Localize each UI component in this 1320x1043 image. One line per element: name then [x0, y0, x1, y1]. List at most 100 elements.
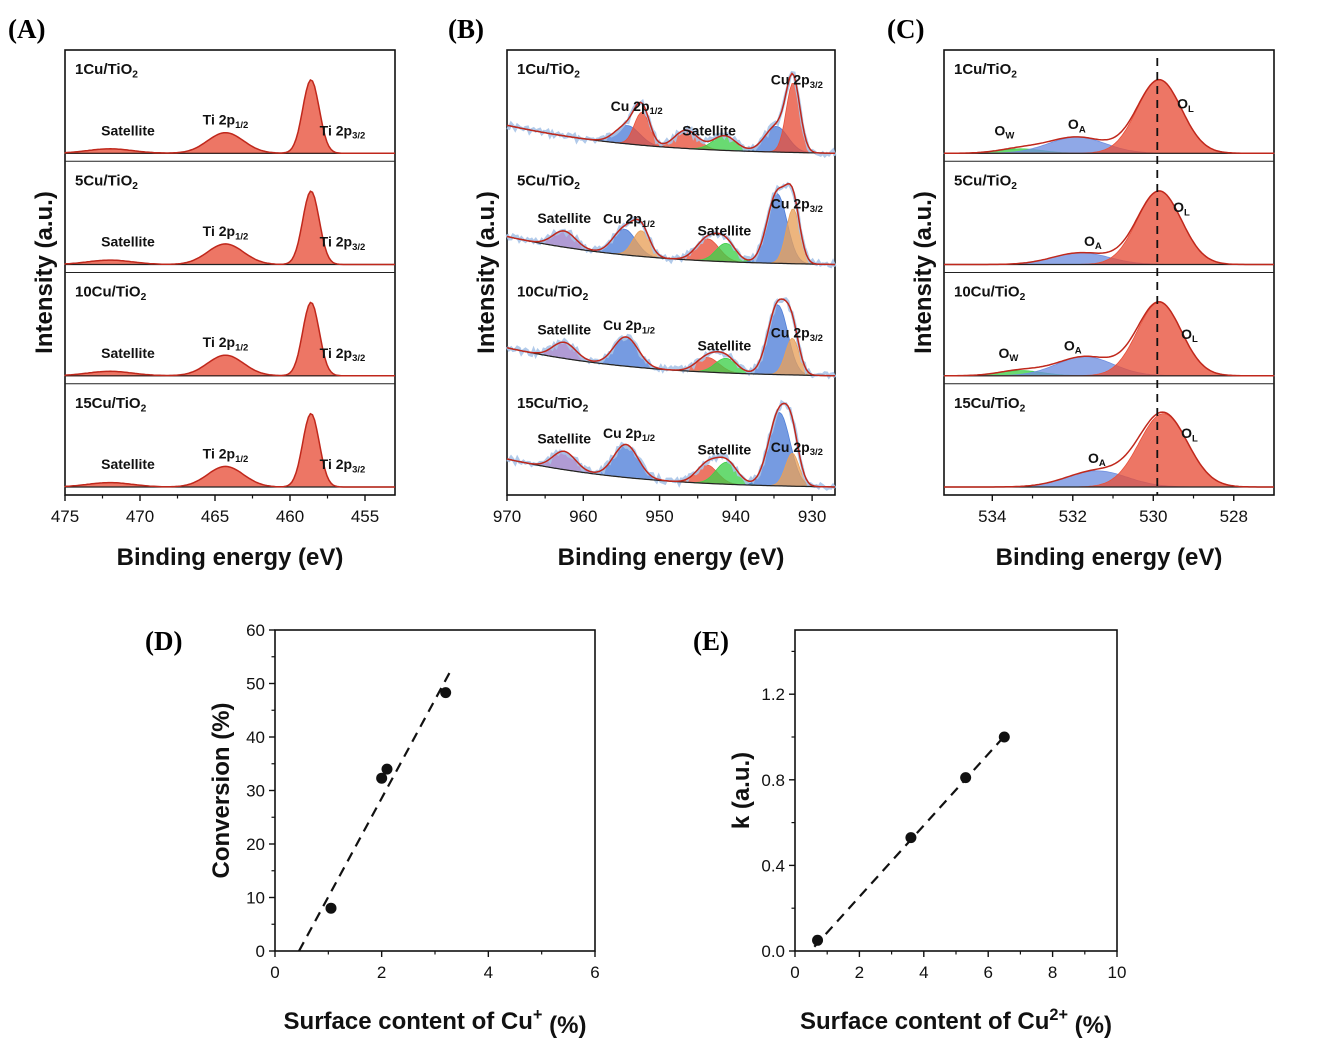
sample-label: 10Cu/TiO2 [75, 284, 147, 304]
x-tick-label: 528 [1220, 507, 1248, 526]
envelope-line [506, 72, 835, 154]
x-tick-label: 475 [51, 507, 79, 526]
x-tick-label: 470 [126, 507, 154, 526]
peak-annotation: Cu 2p1/2 [603, 211, 655, 230]
sample-label: 5Cu/TiO2 [517, 172, 580, 192]
y-tick-label: 0.4 [761, 856, 785, 875]
sample-label: 10Cu/TiO2 [954, 284, 1026, 304]
y-axis-title: k (a.u.) [728, 752, 755, 829]
fit-dashed-line [298, 669, 452, 952]
sample-label: 1Cu/TiO2 [517, 61, 580, 81]
peak-annotation: OW [998, 345, 1018, 364]
peak-annotation: Satellite [682, 122, 736, 138]
panel-c: (C) 534 532 530 528 Binding energy (eV) Intens… [887, 14, 1275, 571]
x-axis-title: Surface content of Cu+ (%) [284, 1006, 587, 1039]
panel-a: (A) 475 470 465 460 455 Binding energy (eV) Int… [8, 14, 396, 571]
envelope-line [944, 300, 1274, 377]
envelope-line [944, 411, 1274, 488]
x-tick-label: 960 [569, 507, 597, 526]
peak-annotation: Ti 2p3/2 [320, 234, 366, 253]
panel-label-b: (B) [448, 14, 484, 44]
panel-label-a: (A) [8, 14, 45, 44]
peak-annotation: OA [1088, 450, 1106, 469]
y-axis-title: Intensity (a.u.) [473, 191, 500, 354]
sample-label: 5Cu/TiO2 [954, 172, 1017, 192]
envelope-line [64, 412, 395, 488]
peak-annotation: Cu 2p1/2 [611, 98, 663, 117]
panel-label-d: (D) [145, 626, 182, 656]
x-tick-label: 2 [377, 963, 386, 982]
peak-annotation: OA [1084, 233, 1102, 252]
x-tick-label: 0 [270, 963, 279, 982]
sample-label: 15Cu/TiO2 [75, 395, 147, 415]
peak-annotation: Satellite [698, 222, 752, 238]
x-tick-label: 950 [645, 507, 673, 526]
y-axis-title: Conversion (%) [208, 702, 235, 878]
x-tick-label: 6 [983, 963, 992, 982]
peak-annotation: Satellite [101, 345, 155, 361]
y-axis-title: Intensity (a.u.) [910, 191, 937, 354]
peak-annotation: Satellite [698, 337, 752, 353]
peak-annotation: Ti 2p1/2 [203, 334, 249, 353]
peak-annotation: OA [1064, 337, 1082, 356]
y-tick-label: 0.8 [761, 771, 785, 790]
plot-frame [274, 629, 596, 952]
x-axis-title: Surface content of Cu2+ (%) [800, 1006, 1112, 1039]
x-tick-label: 940 [722, 507, 750, 526]
peak-annotation: OA [1068, 116, 1086, 135]
panel-label-e: (E) [693, 626, 729, 656]
peak-annotation: Satellite [698, 442, 752, 458]
y-tick-label: 20 [246, 835, 265, 854]
sample-label: 1Cu/TiO2 [954, 61, 1017, 81]
data-point [325, 902, 337, 914]
peak-annotation: Satellite [537, 430, 591, 446]
data-point [812, 934, 824, 946]
sample-label: 5Cu/TiO2 [75, 172, 138, 192]
x-axis-title: Binding energy (eV) [996, 544, 1223, 571]
peak-annotation: Cu 2p1/2 [603, 317, 655, 336]
x-tick-label: 0 [790, 963, 799, 982]
x-axis-title: Binding energy (eV) [117, 544, 344, 571]
x-tick-label: 4 [484, 963, 493, 982]
y-tick-label: 0.0 [761, 942, 785, 961]
peak-annotation: Satellite [101, 234, 155, 250]
x-tick-label: 8 [1048, 963, 1057, 982]
y-tick-label: 30 [246, 782, 265, 801]
data-point [381, 763, 393, 775]
peak-annotation: Ti 2p1/2 [203, 112, 249, 131]
peak-annotation: Satellite [101, 122, 155, 138]
x-tick-label: 455 [351, 507, 379, 526]
panel-label-c: (C) [887, 14, 924, 44]
envelope-line [64, 79, 395, 155]
peak-annotation: Satellite [537, 210, 591, 226]
data-point [376, 772, 388, 784]
x-tick-label: 10 [1108, 963, 1127, 982]
y-tick-label: 40 [246, 728, 265, 747]
peak-annotation: Cu 2p1/2 [603, 425, 655, 444]
panel-b: (B) 970 960 950 940 930 Binding energy (eV) Int… [448, 14, 837, 571]
peak-annotation: Satellite [101, 456, 155, 472]
envelope-line [506, 402, 835, 488]
peak-annotation: Cu 2p3/2 [771, 439, 823, 458]
sample-label: 1Cu/TiO2 [75, 61, 138, 81]
peak-annotation: OW [994, 122, 1014, 141]
peak-annotation: OL [1177, 96, 1194, 115]
peak-annotation: Ti 2p3/2 [320, 122, 366, 141]
y-tick-label: 10 [246, 889, 265, 908]
y-tick-label: 1.2 [761, 685, 785, 704]
envelope-line [64, 190, 395, 266]
peak-annotation: OL [1173, 199, 1190, 218]
peak-annotation: Cu 2p3/2 [771, 196, 823, 215]
fit-peak [944, 190, 1274, 265]
peak-annotation: Cu 2p3/2 [771, 72, 823, 91]
sample-label: 10Cu/TiO2 [517, 284, 589, 304]
peak-annotation: Satellite [537, 321, 591, 337]
x-tick-label: 4 [919, 963, 928, 982]
x-tick-label: 534 [978, 507, 1006, 526]
envelope-line [64, 301, 395, 377]
data-point [998, 731, 1010, 743]
peak-annotation: Cu 2p3/2 [771, 325, 823, 344]
y-axis-title: Intensity (a.u.) [31, 191, 58, 354]
x-tick-label: 532 [1059, 507, 1087, 526]
y-tick-label: 60 [246, 621, 265, 640]
